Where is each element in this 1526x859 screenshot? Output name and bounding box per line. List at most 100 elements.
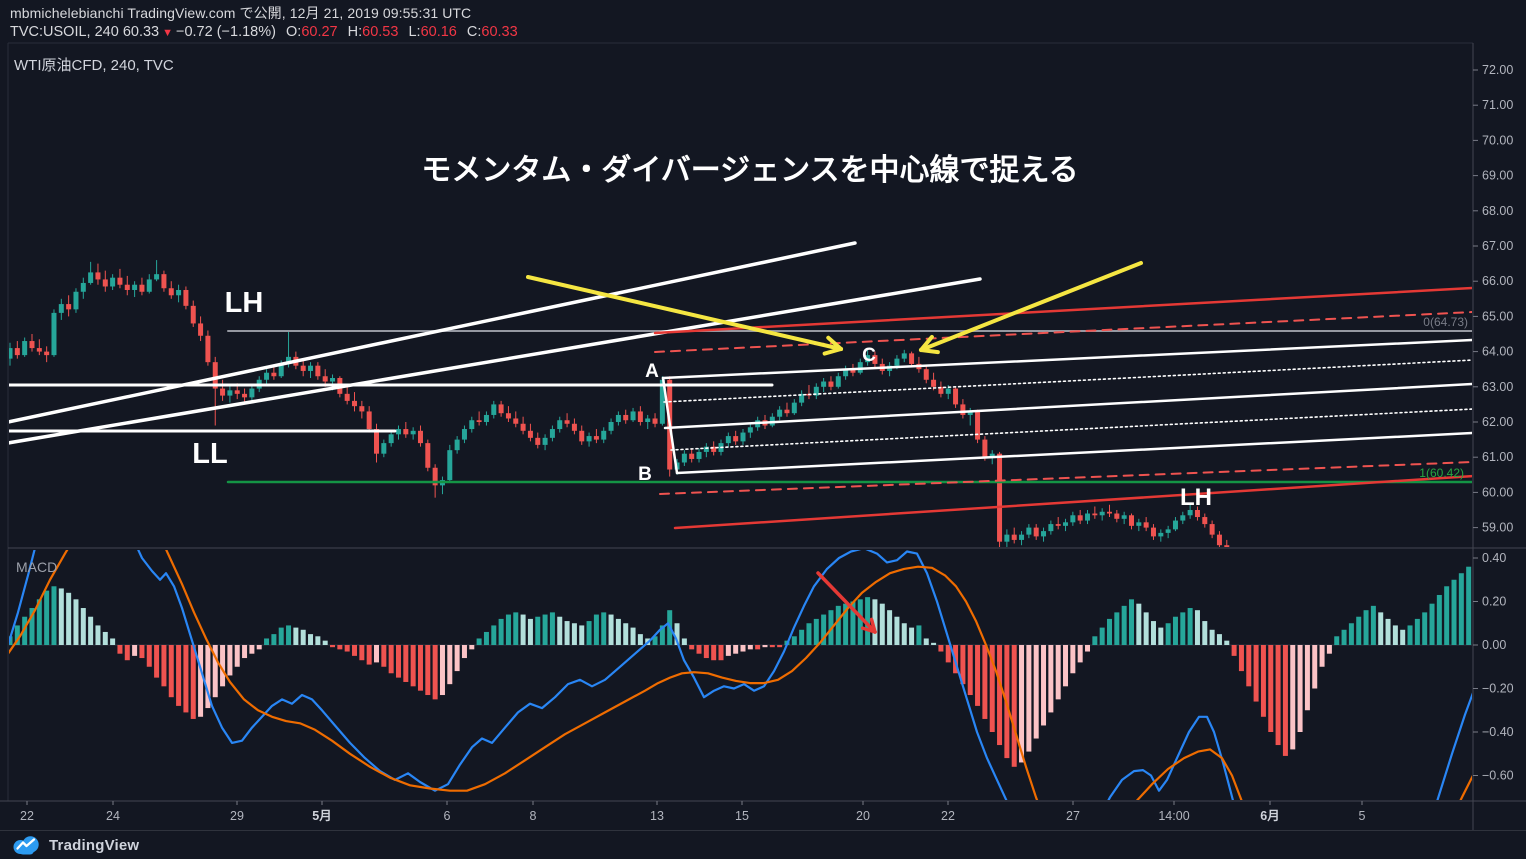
candle bbox=[1180, 515, 1186, 521]
macd-signal-line[interactable] bbox=[8, 519, 1473, 852]
macd-axis-label[interactable]: −0.20 bbox=[1482, 682, 1514, 696]
candle bbox=[498, 404, 504, 414]
macd-histogram-bar bbox=[198, 645, 204, 717]
candle bbox=[227, 390, 233, 396]
macd-histogram-bar bbox=[498, 618, 504, 645]
price-axis-label[interactable]: 68.00 bbox=[1482, 204, 1513, 218]
macd-histogram-bar bbox=[278, 627, 284, 645]
macd-histogram-bar bbox=[1378, 612, 1384, 645]
time-axis-label[interactable]: 6月 bbox=[1260, 809, 1279, 823]
price-axis-label[interactable]: 61.00 bbox=[1482, 450, 1513, 464]
time-axis-label[interactable]: 5 bbox=[1359, 809, 1366, 823]
macd-histogram-bar bbox=[220, 645, 226, 687]
macd-histogram-bar bbox=[29, 608, 35, 645]
macd-histogram-bar bbox=[520, 614, 526, 645]
brand-name[interactable]: TradingView bbox=[49, 836, 140, 854]
candle bbox=[689, 453, 695, 459]
macd-axis-label[interactable]: −0.60 bbox=[1482, 769, 1514, 783]
price-axis-label[interactable]: 71.00 bbox=[1482, 98, 1513, 112]
time-axis-label[interactable]: 29 bbox=[230, 809, 244, 823]
macd-histogram-bar bbox=[549, 612, 555, 645]
candle bbox=[51, 312, 57, 356]
macd-histogram-bar bbox=[1085, 645, 1091, 652]
price-axis-label[interactable]: 66.00 bbox=[1482, 274, 1513, 288]
macd-histogram-bar bbox=[711, 645, 717, 661]
time-axis-label[interactable]: 20 bbox=[856, 809, 870, 823]
macd-histogram-bar bbox=[161, 645, 167, 687]
candle bbox=[9, 348, 13, 359]
time-axis-label[interactable]: 6 bbox=[444, 809, 451, 823]
macd-histogram-bar bbox=[366, 645, 372, 665]
price-axis-label[interactable]: 67.00 bbox=[1482, 239, 1513, 253]
macd-histogram-bar bbox=[593, 614, 599, 645]
steep-trendline-2[interactable] bbox=[8, 277, 982, 445]
price-pane[interactable] bbox=[8, 43, 1473, 547]
time-axis-label[interactable]: 8 bbox=[530, 809, 537, 823]
macd-histogram-bar bbox=[689, 645, 695, 650]
price-axis-label[interactable]: 69.00 bbox=[1482, 169, 1513, 183]
macd-line[interactable] bbox=[8, 510, 1473, 845]
price-axis-label[interactable]: 72.00 bbox=[1482, 63, 1513, 77]
channel-lower-dotted-line[interactable] bbox=[670, 408, 1473, 451]
candle bbox=[491, 404, 497, 415]
price-axis-label[interactable]: 62.00 bbox=[1482, 415, 1513, 429]
price-axis-label[interactable]: 63.00 bbox=[1482, 380, 1513, 394]
time-axis-label[interactable]: 27 bbox=[1066, 809, 1080, 823]
yellow-arrow-right-head bbox=[919, 348, 940, 355]
close-value: 60.33 bbox=[481, 23, 518, 40]
macd-histogram-bar bbox=[1414, 618, 1420, 645]
time-axis-label[interactable]: 22 bbox=[20, 809, 34, 823]
footer-bar: TradingView bbox=[0, 830, 1526, 859]
channel-left-edge[interactable] bbox=[661, 376, 679, 475]
macd-histogram-bar bbox=[1260, 645, 1266, 717]
macd-axis-label[interactable]: 0.00 bbox=[1482, 638, 1506, 652]
time-axis-label[interactable]: 22 bbox=[941, 809, 955, 823]
macd-histogram-bar bbox=[703, 645, 709, 659]
candle bbox=[1194, 510, 1200, 518]
channel-median-line[interactable] bbox=[663, 382, 1473, 430]
macd-axis-label[interactable]: 0.20 bbox=[1482, 595, 1506, 609]
red-arrow-macd bbox=[816, 571, 877, 634]
price-axis-label[interactable]: 70.00 bbox=[1482, 133, 1513, 147]
channel-top-line[interactable] bbox=[661, 338, 1473, 380]
macd-histogram-bar bbox=[212, 645, 218, 698]
candle bbox=[44, 351, 50, 356]
tradingview-logo-icon[interactable] bbox=[13, 835, 40, 855]
yellow-arrow-right-shaft bbox=[919, 261, 1143, 352]
candle bbox=[352, 400, 358, 407]
red-dashed-lower-line[interactable] bbox=[659, 461, 1473, 495]
time-axis-label[interactable]: 5月 bbox=[312, 809, 331, 823]
low-value: 60.16 bbox=[420, 23, 457, 40]
price-axis-label[interactable]: 65.00 bbox=[1482, 309, 1513, 323]
red-dashed-upper-line[interactable] bbox=[654, 311, 1473, 353]
price-axis-label[interactable]: 64.00 bbox=[1482, 345, 1513, 359]
price-axis-label[interactable]: 59.00 bbox=[1482, 521, 1513, 535]
steep-trendline-1[interactable] bbox=[8, 241, 857, 424]
macd-histogram-bar bbox=[483, 631, 489, 645]
candle bbox=[1209, 524, 1215, 535]
macd-axis-label[interactable]: 0.40 bbox=[1482, 551, 1506, 565]
time-axis-label[interactable]: 14:00 bbox=[1158, 809, 1189, 823]
candle bbox=[681, 453, 687, 463]
channel-upper-dotted-line[interactable] bbox=[663, 359, 1473, 403]
candle bbox=[234, 390, 240, 394]
macd-axis-label[interactable]: −0.40 bbox=[1482, 725, 1514, 739]
price-axis-label[interactable]: 60.00 bbox=[1482, 485, 1513, 499]
macd-histogram-bar bbox=[637, 634, 643, 645]
macd-histogram-bar bbox=[762, 645, 768, 648]
time-axis-label[interactable]: 24 bbox=[106, 809, 120, 823]
candle bbox=[447, 450, 453, 481]
time-axis-label[interactable]: 13 bbox=[650, 809, 664, 823]
chart-legend[interactable]: WTI原油CFD, 240, TVC bbox=[14, 54, 174, 75]
label-lh-left: LH bbox=[225, 287, 264, 319]
time-axis-label[interactable]: 15 bbox=[735, 809, 749, 823]
red-solid-lower-line[interactable] bbox=[673, 474, 1473, 530]
channel-bottom-line[interactable] bbox=[675, 431, 1473, 475]
macd-pane[interactable] bbox=[8, 549, 1473, 800]
symbol-ticker[interactable]: TVC:USOIL, 240 60.33 bbox=[10, 23, 160, 40]
macd-histogram-bar bbox=[1451, 579, 1457, 645]
macd-histogram-bar bbox=[1121, 605, 1127, 645]
candle bbox=[909, 353, 915, 364]
red-solid-upper-line[interactable] bbox=[653, 286, 1473, 335]
